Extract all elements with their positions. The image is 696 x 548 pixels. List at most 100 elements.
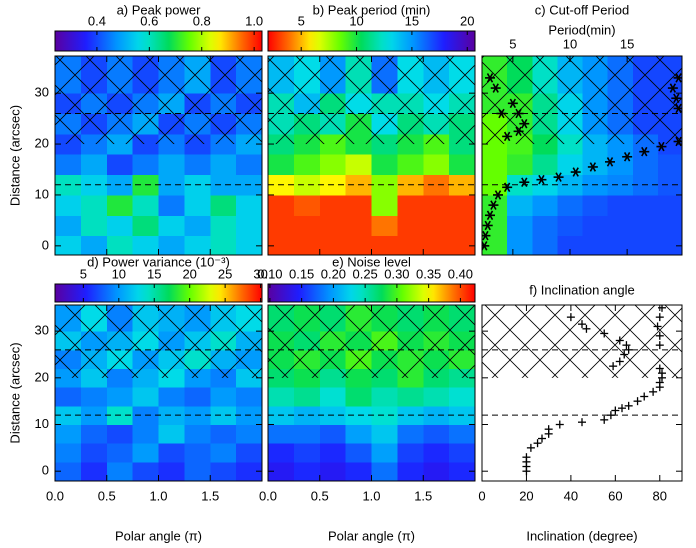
- heat-cell: [132, 194, 159, 216]
- heat-cell: [158, 443, 185, 463]
- asterisk-marker: [507, 98, 518, 109]
- y-tick-label: 20: [35, 369, 49, 384]
- heat-cell: [532, 215, 558, 237]
- colorbar-tick-label: 1.0: [245, 13, 263, 28]
- plus-marker: [655, 378, 664, 387]
- heat-cell: [397, 461, 424, 481]
- heat-cell: [319, 215, 347, 237]
- plus-marker: [655, 341, 664, 350]
- heat-cell: [423, 194, 450, 216]
- asterisk-marker: [488, 200, 499, 210]
- plus-marker: [624, 401, 633, 410]
- heat-cell: [345, 235, 372, 255]
- heat-cell: [236, 461, 262, 481]
- plus-marker: [649, 387, 658, 396]
- heat-cell: [80, 154, 108, 176]
- heat-cell: [158, 461, 185, 481]
- asterisk-marker: [536, 174, 547, 185]
- y-tick-label: 30: [35, 85, 49, 100]
- heat-cell: [80, 387, 108, 407]
- hatch-region: [268, 305, 475, 378]
- colorbar-tick-label: 0.35: [416, 266, 441, 281]
- heat-cell: [132, 443, 159, 463]
- heat-cell: [607, 235, 634, 255]
- heat-cell: [80, 194, 108, 216]
- heat-cell: [507, 154, 533, 176]
- heat-cell: [345, 154, 372, 176]
- asterisk-marker: [587, 162, 598, 172]
- heat-cell: [532, 235, 558, 255]
- y-tick-label: 0: [42, 463, 49, 478]
- heat-cell: [55, 235, 82, 255]
- heat-cell: [55, 424, 82, 444]
- heat-cell: [210, 154, 237, 176]
- heat-cell: [371, 405, 398, 426]
- heat-cell: [268, 443, 295, 463]
- heat-cell: [632, 235, 659, 255]
- x-tick-label: 0.0: [259, 488, 277, 503]
- heat-cell: [371, 154, 398, 176]
- y-tick-label: 0: [42, 237, 49, 252]
- heat-cell: [55, 194, 82, 216]
- plus-marker: [655, 331, 664, 340]
- heat-cell: [210, 424, 237, 444]
- heat-cell: [507, 215, 533, 237]
- heat-cell: [607, 154, 634, 176]
- heat-cell: [210, 387, 237, 407]
- heat-cell: [293, 405, 321, 426]
- heat-cell: [55, 443, 82, 463]
- heat-cell: [632, 154, 659, 176]
- asterisk-marker: [490, 83, 501, 93]
- heat-cell: [449, 194, 475, 216]
- heat-cell: [397, 387, 424, 407]
- x-tick-label: 1.0: [362, 488, 380, 503]
- x-tick-label: 60: [608, 488, 622, 503]
- heat-cell: [268, 387, 295, 407]
- heat-cell: [658, 215, 682, 237]
- heat-cell: [371, 443, 398, 463]
- heat-cell: [80, 461, 108, 481]
- heat-cell: [482, 235, 508, 255]
- heat-cell: [293, 194, 321, 216]
- heat-cell: [106, 215, 134, 237]
- heat-cell: [397, 154, 424, 176]
- colorbar-tick-label: 0.40: [448, 266, 473, 281]
- heat-cell: [80, 443, 108, 463]
- y-tick-label: 20: [35, 135, 49, 150]
- plot-frame: [481, 304, 683, 482]
- heat-cell: [236, 235, 262, 255]
- colorbar-tick-label: 15: [147, 266, 161, 281]
- heat-cell: [632, 215, 659, 237]
- heat-cell: [482, 215, 508, 237]
- heat-cell: [658, 235, 682, 255]
- panel: [482, 56, 682, 255]
- colorbar-tick-label: 10: [112, 266, 126, 281]
- heat-cell: [106, 461, 134, 481]
- heat-cell: [236, 194, 262, 216]
- colorbar-tick-label: 30: [253, 266, 267, 281]
- heat-cell: [371, 174, 398, 196]
- plus-marker: [600, 415, 609, 424]
- plus-marker: [653, 322, 662, 331]
- y-tick-label: 30: [35, 323, 49, 338]
- colorbar-tick-label: 20: [460, 13, 474, 28]
- heat-cell: [268, 424, 295, 444]
- colorbar-tick-label: 0.15: [289, 266, 314, 281]
- colorbar-tick-label: 0.10: [257, 266, 282, 281]
- asterisk-marker: [513, 126, 524, 137]
- heat-cell: [80, 235, 108, 255]
- heat-cell: [423, 461, 450, 481]
- heat-cell: [658, 194, 682, 216]
- heat-cell: [397, 235, 424, 255]
- heat-cell: [184, 443, 211, 463]
- heat-cell: [293, 215, 321, 237]
- heat-cell: [268, 215, 295, 237]
- asterisk-marker: [622, 152, 633, 162]
- heat-cell: [557, 215, 584, 237]
- plus-marker: [578, 320, 586, 329]
- heat-cell: [532, 154, 558, 176]
- x-tick-label: 40: [564, 488, 578, 503]
- plus-marker: [620, 350, 629, 359]
- heat-cell: [55, 215, 82, 237]
- heat-cell: [449, 235, 475, 255]
